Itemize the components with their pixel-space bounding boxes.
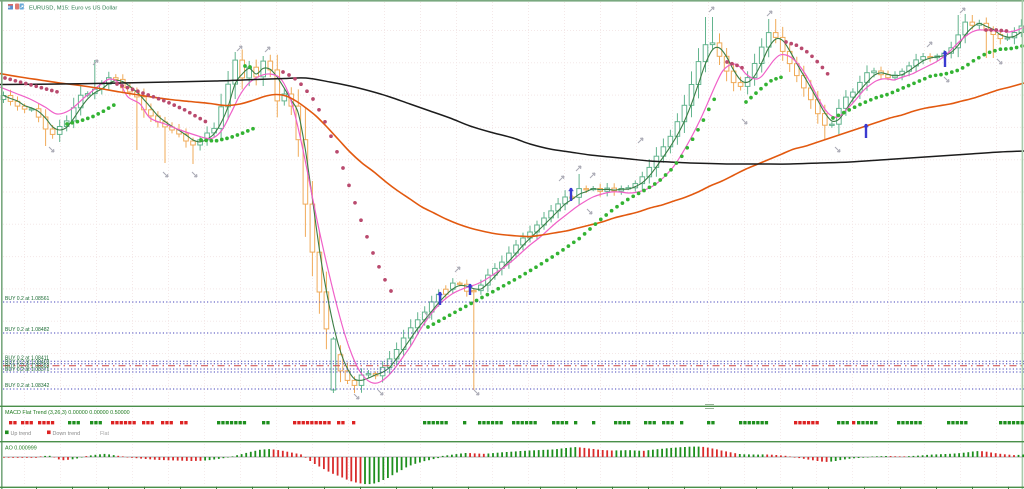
svg-text:BUY 0.2 at 1.08403: BUY 0.2 at 1.08403 <box>5 360 50 366</box>
svg-text:Flat: Flat <box>100 431 109 437</box>
svg-text:Down trend: Down trend <box>53 431 81 437</box>
svg-text:BUY 0.2 at 1.08371: BUY 0.2 at 1.08371 <box>5 367 50 373</box>
svg-text:BUY 0.2 at 1.08342: BUY 0.2 at 1.08342 <box>5 383 50 389</box>
svg-text:MACD Flat Trend (3,26,3) 0.000: MACD Flat Trend (3,26,3) 0.00000 0.00000… <box>5 410 130 416</box>
svg-text:BUY 0.2 at 1.08561: BUY 0.2 at 1.08561 <box>5 296 50 302</box>
svg-text:BUY 0.2 at 1.08411: BUY 0.2 at 1.08411 <box>5 355 49 361</box>
svg-text:AO 0.000999: AO 0.000999 <box>5 446 37 452</box>
svg-text:EURUSD, M15: Euro vs US Dolla: EURUSD, M15: Euro vs US Dollar <box>29 6 117 12</box>
svg-text:BUY 0.2 at 1.08383: BUY 0.2 at 1.08383 <box>5 364 50 370</box>
svg-text:BUY 0.2 at 1.08482: BUY 0.2 at 1.08482 <box>5 327 50 333</box>
svg-text:Up trend: Up trend <box>11 431 32 437</box>
